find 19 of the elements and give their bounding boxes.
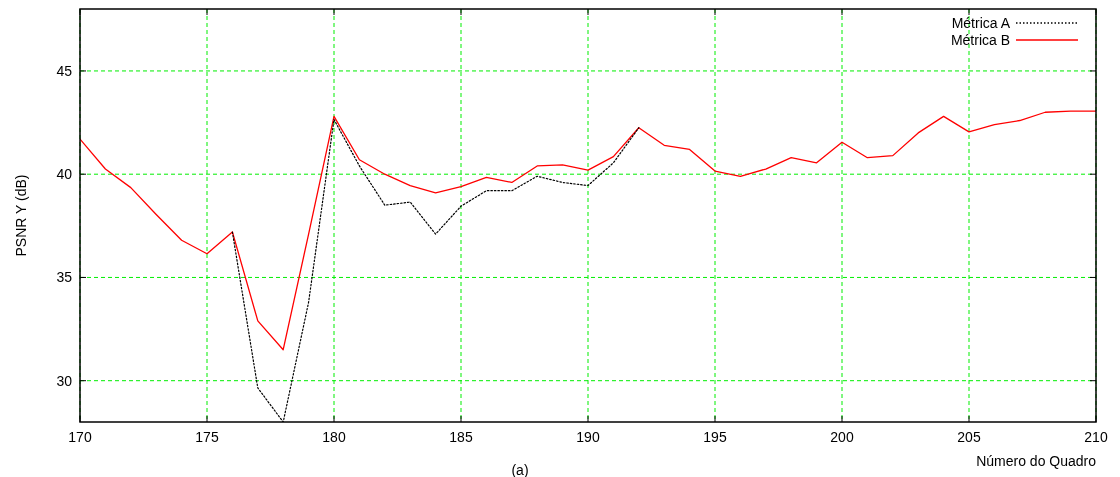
x-tick-label: 210 <box>1084 429 1108 445</box>
y-tick-label: 30 <box>56 372 73 389</box>
x-tick-label: 195 <box>703 429 727 445</box>
y-tick-label: 35 <box>56 269 73 286</box>
x-tick-label: 185 <box>449 429 473 445</box>
text: (a) <box>511 462 529 477</box>
x-axis-title: Número do Quadro <box>976 453 1097 469</box>
x-tick-label: 170 <box>68 429 92 445</box>
x-tick-label: 200 <box>830 429 854 445</box>
x-tick-label: 190 <box>576 429 600 445</box>
x-tick-label: 180 <box>322 429 346 445</box>
y-tick-label: 45 <box>56 62 73 79</box>
line-series <box>80 110 1096 351</box>
y-tick-label: 40 <box>56 166 73 183</box>
legend-label: Métrica A <box>951 15 1011 31</box>
x-tick-label: 175 <box>195 429 219 445</box>
legend-label: Métrica B <box>950 32 1010 48</box>
y-axis-title: PSNR Y (dB) <box>13 174 29 257</box>
x-tick-label: 205 <box>957 429 981 445</box>
